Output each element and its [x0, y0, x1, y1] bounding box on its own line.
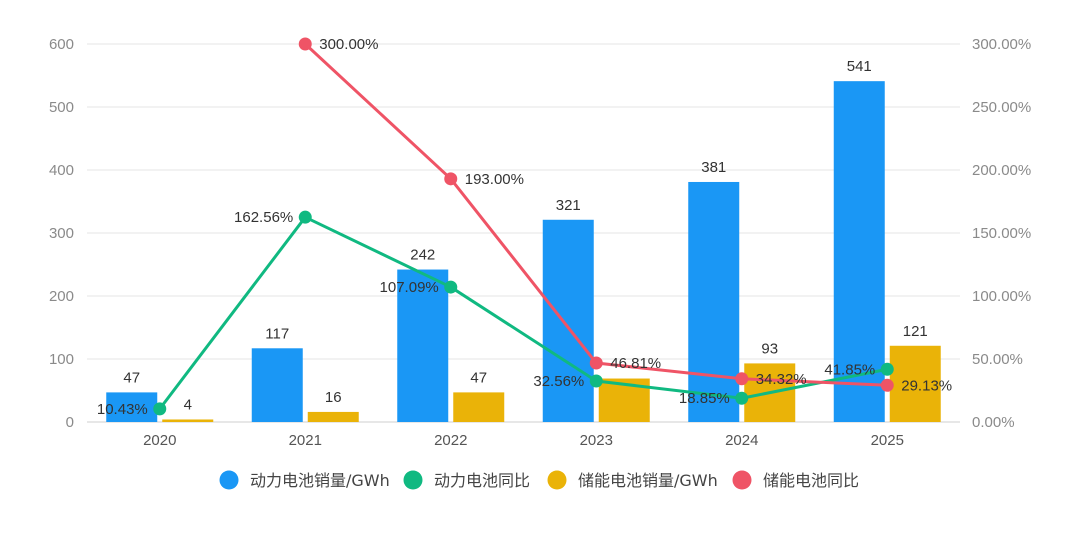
bar — [251, 348, 303, 422]
bar-data-label: 541 — [847, 58, 872, 75]
legend-marker — [219, 470, 239, 490]
y-right-tick-label: 150.00% — [972, 225, 1031, 242]
bar — [162, 419, 214, 422]
x-tick-label: 2024 — [725, 432, 758, 449]
line-data-label: 32.56% — [533, 373, 584, 390]
bar — [453, 392, 505, 422]
line-data-label: 10.43% — [97, 401, 148, 418]
y-left-tick-label: 400 — [49, 162, 74, 179]
y-right-tick-label: 300.00% — [972, 36, 1031, 53]
line-data-label: 34.32% — [756, 371, 807, 388]
y-right-tick-label: 100.00% — [972, 288, 1031, 305]
line-point — [880, 362, 894, 376]
line-data-label: 18.85% — [679, 390, 730, 407]
line-data-label: 41.85% — [824, 361, 875, 378]
y-left-tick-label: 500 — [49, 99, 74, 116]
legend-label: 动力电池销量/GWh — [250, 471, 390, 490]
line-point — [880, 378, 894, 392]
line-point — [735, 391, 749, 405]
legend-marker — [547, 470, 567, 490]
bar-data-label: 47 — [470, 369, 487, 386]
line-data-label: 300.00% — [319, 36, 378, 53]
line-data-label: 46.81% — [610, 355, 661, 372]
line-data-label: 29.13% — [901, 377, 952, 394]
bar — [833, 81, 885, 423]
legend-label: 储能电池同比 — [763, 471, 859, 490]
bar-data-label: 93 — [761, 340, 778, 357]
legend-label: 储能电池销量/GWh — [578, 471, 718, 490]
y-left-tick-label: 300 — [49, 225, 74, 242]
y-left-tick-label: 200 — [49, 288, 74, 305]
x-tick-label: 2022 — [434, 432, 467, 449]
bar-data-label: 121 — [903, 323, 928, 340]
bar — [889, 345, 941, 422]
line-point — [298, 37, 312, 51]
bar — [106, 392, 158, 422]
bar-data-label: 47 — [123, 369, 140, 386]
bar — [688, 181, 740, 422]
line-data-label: 107.09% — [380, 279, 439, 296]
legend-marker — [732, 470, 752, 490]
line-point — [153, 402, 167, 416]
bar-data-label: 381 — [701, 159, 726, 176]
bar — [397, 269, 449, 422]
line-point — [444, 280, 458, 294]
bar — [542, 219, 594, 422]
y-right-tick-label: 250.00% — [972, 99, 1031, 116]
series-line — [158, 215, 888, 410]
legend-marker — [403, 470, 423, 490]
y-right-tick-label: 50.00% — [972, 351, 1023, 368]
x-tick-label: 2021 — [289, 432, 322, 449]
x-tick-label: 2023 — [580, 432, 613, 449]
y-left-tick-label: 100 — [49, 351, 74, 368]
y-right-tick-label: 0.00% — [972, 414, 1015, 431]
y-left-tick-label: 0 — [66, 414, 74, 431]
line-point — [735, 372, 749, 386]
legend-label: 动力电池同比 — [434, 471, 530, 490]
series-line — [304, 42, 888, 387]
line-data-label: 193.00% — [465, 171, 524, 188]
bar-data-label: 117 — [265, 325, 289, 342]
line-data-label: 162.56% — [234, 209, 293, 226]
bar-data-label: 242 — [410, 247, 435, 264]
bar — [307, 411, 359, 422]
x-tick-label: 2025 — [871, 432, 904, 449]
y-right-tick-label: 200.00% — [972, 162, 1031, 179]
bar-data-label: 321 — [556, 197, 581, 214]
line-point — [589, 374, 603, 388]
x-tick-label: 2020 — [143, 432, 176, 449]
y-left-tick-label: 600 — [49, 36, 74, 53]
line-point — [298, 210, 312, 224]
line-point — [444, 172, 458, 186]
bar-data-label: 4 — [184, 396, 192, 413]
bar-data-label: 16 — [325, 389, 342, 406]
line-point — [589, 356, 603, 370]
